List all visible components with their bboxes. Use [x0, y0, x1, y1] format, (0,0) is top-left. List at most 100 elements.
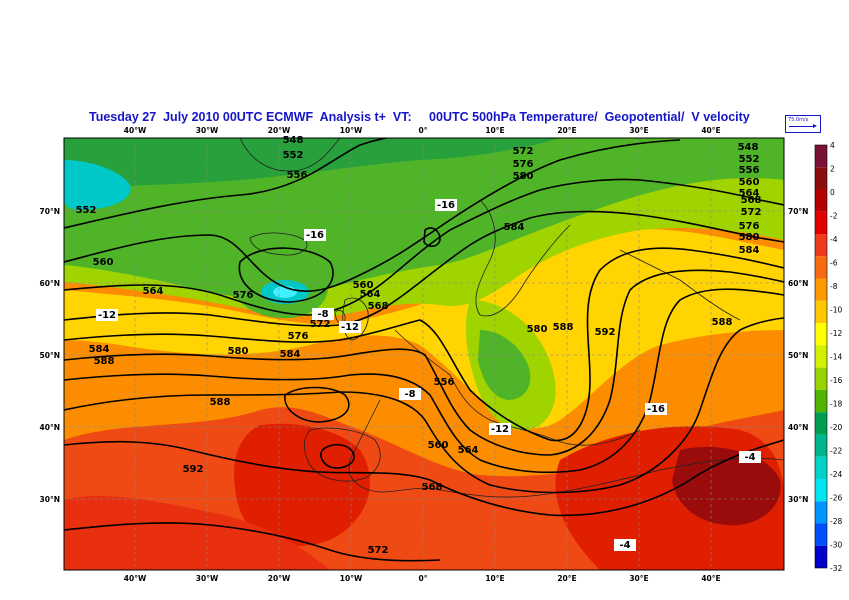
temperature-label-bg [435, 199, 457, 211]
geopotential-label: 576 [513, 159, 534, 170]
colorbar-swatch [815, 189, 827, 212]
top-axis: 40°W 30°W 20°W 10°W 0° 10°E 20°E 30°E 40… [124, 126, 721, 135]
temp-band-cyan-nw [64, 160, 131, 210]
colorbar-frame [814, 144, 828, 569]
colorbar-label: 2 [830, 165, 835, 174]
right-axis: 70°N 60°N 50°N 40°N 30°N [788, 207, 808, 504]
geopotential-label: 568 [422, 482, 443, 493]
colorbar-swatch [815, 300, 827, 324]
left-tick-label: 40°N [40, 423, 60, 432]
temperature-label-bg [739, 451, 761, 463]
wind-key-arrow-icon [789, 124, 817, 128]
geopotential-label: 588 [210, 397, 231, 408]
colorbar-label: -28 [830, 517, 842, 526]
bottom-tick-label: 30°E [629, 574, 648, 583]
temperature-label-bg [645, 403, 667, 415]
colorbar-swatch [815, 412, 827, 435]
colorbar-swatch [815, 523, 827, 546]
geopotential-label: 592 [183, 464, 204, 475]
geopotential-label: 556 [434, 377, 455, 388]
bottom-axis: 40°W 30°W 20°W 10°W 0° 10°E 20°E 30°E 40… [124, 574, 721, 583]
wind-key-label: 75.0m/s [788, 117, 809, 123]
geopotential-label: 560 [428, 440, 449, 451]
colorbar-swatch [815, 545, 827, 568]
left-tick-label: 50°N [40, 351, 60, 360]
colorbar-swatch [815, 434, 827, 457]
colorbar-swatch [815, 167, 827, 190]
colorbar-label: -24 [830, 470, 842, 479]
colorbar-swatch [815, 323, 827, 346]
geopotential-label: 580 [228, 346, 249, 357]
geopotential-contours [64, 138, 784, 562]
geopotential-label: 572 [513, 146, 534, 157]
geopotential-label: 572 [310, 319, 331, 330]
temperature-label: -12 [341, 322, 359, 333]
temperature-labels: -16 -16 -12 -12 -12 -16 -4 -4 -8 -8 [96, 199, 761, 551]
geopotential-label: 572 [741, 207, 762, 218]
colorbar-label: -6 [830, 259, 838, 268]
left-tick-label: 30°N [40, 495, 60, 504]
top-tick-label: 30°W [196, 126, 219, 135]
colorbar-swatch [815, 501, 827, 524]
temperature-label: -16 [306, 230, 324, 241]
colorbar-label: -22 [830, 447, 842, 456]
temperature-label: -12 [491, 424, 509, 435]
temp-band-darkgreen [64, 138, 560, 190]
geopotential-label: 588 [553, 322, 574, 333]
colorbar-label: -10 [830, 306, 842, 315]
geopotential-label: 588 [712, 317, 733, 328]
right-tick-label: 50°N [788, 351, 808, 360]
temperature-label-bg [399, 388, 421, 400]
temp-band-very-hot [672, 446, 781, 526]
geopotential-label: 552 [283, 150, 304, 161]
temperature-label-bg [304, 229, 326, 241]
geopotential-label: 580 [739, 232, 760, 243]
right-tick-label: 60°N [788, 279, 808, 288]
temperature-label: -8 [404, 389, 415, 400]
colorbar-swatch [815, 145, 827, 168]
colorbar-label: -16 [830, 376, 842, 385]
bottom-tick-label: 10°E [485, 574, 504, 583]
top-tick-label: 20°E [557, 126, 576, 135]
temp-band-trough-core [478, 330, 531, 400]
colorbar-swatch [815, 478, 827, 502]
bottom-tick-label: 10°W [340, 574, 363, 583]
geopotential-label: 560 [739, 177, 760, 188]
left-tick-label: 70°N [40, 207, 60, 216]
colorbar-swatch [815, 367, 827, 390]
right-tick-label: 30°N [788, 495, 808, 504]
temperature-label-bg [96, 309, 118, 321]
colorbar-label: -30 [830, 541, 842, 550]
geopotential-label: 560 [93, 257, 114, 268]
colorbar-swatch [815, 456, 827, 479]
bottom-tick-label: 20°W [268, 574, 291, 583]
temp-band-sw [64, 495, 330, 570]
top-tick-label: 0° [419, 126, 428, 135]
geopotential-label: 564 [458, 445, 479, 456]
map-frame [63, 137, 785, 571]
temperature-label: -4 [619, 540, 630, 551]
temperature-label: -8 [317, 309, 328, 320]
coastlines [239, 138, 784, 498]
geopotential-label: 552 [76, 205, 97, 216]
temperature-label-bg [614, 539, 636, 551]
colorbar-label: -12 [830, 329, 842, 338]
geopotential-label: 584 [89, 344, 110, 355]
left-tick-label: 60°N [40, 279, 60, 288]
colorbar-label: 4 [830, 141, 835, 150]
colorbar-label: -14 [830, 353, 842, 362]
colorbar-label: -8 [830, 282, 838, 291]
temperature-label-bg [312, 308, 334, 320]
geopotential-label: 568 [368, 301, 389, 312]
colorbar-label: 0 [830, 188, 835, 197]
geopotential-label: 564 [360, 289, 381, 300]
top-tick-label: 20°W [268, 126, 291, 135]
temp-band-yellow [64, 229, 784, 429]
left-axis: 70°N 60°N 50°N 40°N 30°N [40, 207, 60, 504]
geopotential-label: 564 [143, 286, 164, 297]
wind-vector-key: 75.0m/s [785, 115, 821, 133]
colorbar-label: -26 [830, 494, 842, 503]
geopotential-label: 556 [287, 170, 308, 181]
colorbar-swatch [815, 389, 827, 413]
geopotential-label: 580 [513, 171, 534, 182]
